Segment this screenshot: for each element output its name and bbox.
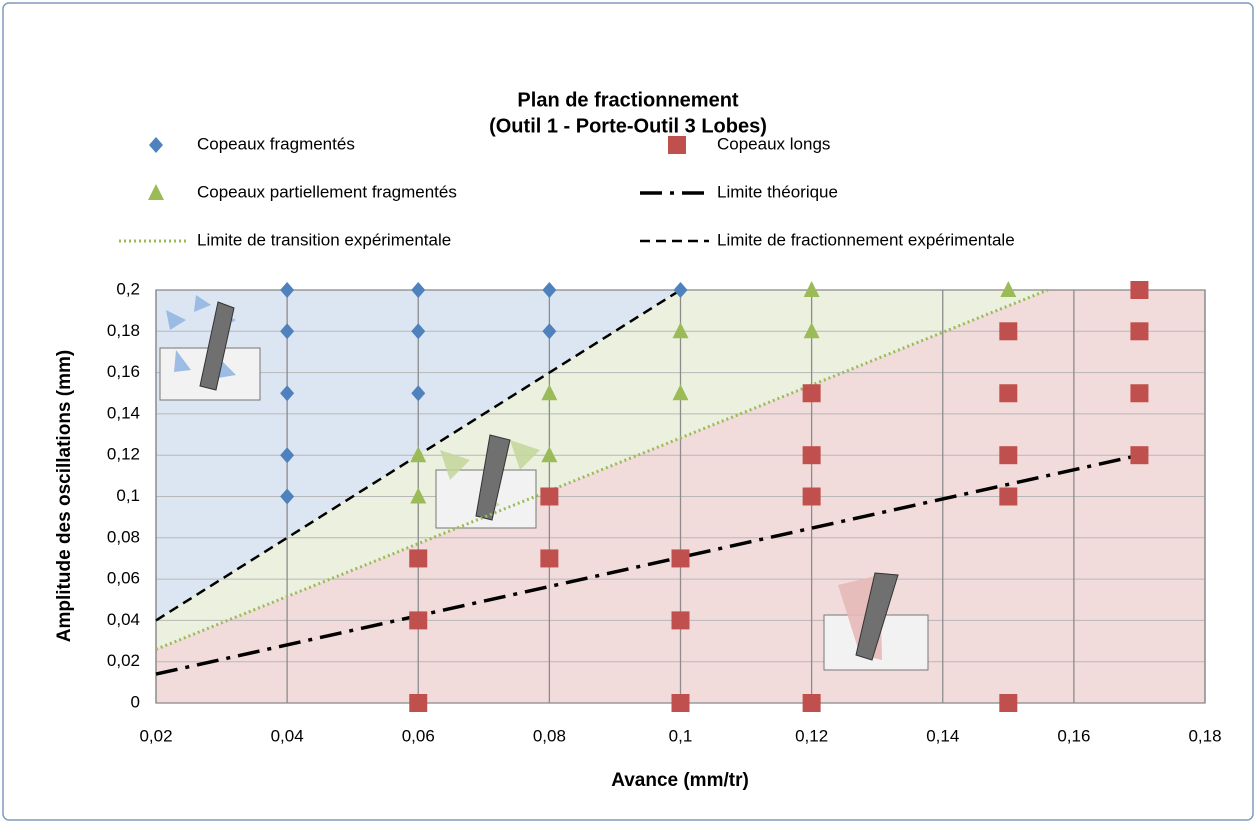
marker-square: [802, 446, 821, 465]
legend-item: Limite de fractionnement expérimentale: [640, 230, 1015, 249]
chart-title: Plan de fractionnement: [517, 89, 738, 111]
y-tick-label: 0,08: [107, 527, 140, 546]
marker-diamond: [542, 323, 557, 340]
marker-square: [999, 487, 1018, 506]
marker-diamond: [673, 282, 688, 298]
marker-square: [668, 136, 686, 154]
x-tick-label: 0,08: [533, 726, 566, 745]
y-tick-label: 0,12: [107, 445, 140, 464]
x-tick-label: 0,06: [402, 726, 435, 745]
x-tick-label: 0,1: [669, 726, 693, 745]
legend-label: Copeaux fragmentés: [197, 134, 355, 153]
x-tick-label: 0,04: [271, 726, 304, 745]
x-tick-label: 0,14: [926, 726, 959, 745]
icon-partial: [435, 434, 540, 529]
x-tick-label: 0,12: [795, 726, 828, 745]
marker-triangle: [803, 281, 820, 297]
limit-line: [155, 288, 1049, 651]
x-tick-label: 0,02: [139, 726, 172, 745]
marker-diamond: [280, 488, 295, 505]
x-tick-label: 0,16: [1057, 726, 1090, 745]
marker-square: [802, 487, 821, 506]
marker-diamond: [280, 282, 295, 298]
legend-item: Copeaux fragmentés: [149, 134, 355, 153]
y-tick-label: 0,16: [107, 362, 140, 381]
marker-diamond: [411, 282, 426, 298]
marker-square: [999, 322, 1018, 341]
marker-square: [1130, 281, 1149, 299]
legend-item: Limite théorique: [640, 182, 838, 201]
marker-triangle: [672, 384, 689, 401]
y-tick-label: 0,06: [107, 569, 140, 588]
x-axis-label: Avance (mm/tr): [611, 770, 749, 791]
icons: [159, 295, 929, 671]
marker-square: [1130, 322, 1149, 341]
y-tick-label: 0,18: [107, 321, 140, 340]
marker-triangle: [410, 446, 427, 463]
marker-square: [1130, 384, 1149, 403]
chart-subtitle: (Outil 1 - Porte-Outil 3 Lobes): [489, 115, 767, 137]
marker-triangle: [410, 487, 427, 504]
legend-label: Copeaux partiellement fragmentés: [197, 182, 457, 201]
legend-label: Limite de transition expérimentale: [197, 230, 451, 249]
legend-item: Limite de transition expérimentale: [119, 230, 451, 249]
marker-square: [409, 611, 428, 630]
marker-diamond: [280, 385, 295, 402]
marker-diamond: [542, 282, 557, 298]
legend-label: Copeaux longs: [717, 134, 830, 153]
marker-triangle: [148, 184, 164, 200]
y-tick-label: 0,2: [116, 279, 140, 298]
marker-square: [671, 694, 690, 712]
marker-square: [802, 694, 821, 712]
icon-fragmented: [159, 295, 261, 401]
marker-triangle: [672, 322, 689, 339]
y-tick-label: 0,14: [107, 403, 140, 422]
marker-square: [999, 446, 1018, 465]
marker-triangle: [1000, 281, 1017, 297]
marker-square: [409, 549, 428, 568]
legend-label: Limite de fractionnement expérimentale: [717, 230, 1015, 249]
x-tick-label: 0,18: [1188, 726, 1221, 745]
y-tick-label: 0: [131, 692, 140, 711]
marker-diamond: [280, 323, 295, 340]
y-tick-label: 0,02: [107, 651, 140, 670]
y-tick-label: 0,1: [116, 486, 140, 505]
legend-item: Copeaux longs: [668, 134, 830, 154]
y-axis-label: Amplitude des oscillations (mm): [54, 350, 75, 642]
marker-square: [999, 384, 1018, 403]
marker-triangle: [541, 446, 558, 463]
marker-square: [802, 384, 821, 403]
legend-item: Copeaux partiellement fragmentés: [148, 182, 457, 201]
marker-diamond: [411, 385, 426, 402]
marker-diamond: [280, 447, 295, 464]
marker-square: [540, 487, 559, 506]
y-tick-label: 0,04: [107, 610, 140, 629]
marker-square: [1130, 446, 1149, 465]
marker-diamond: [411, 323, 426, 340]
marker-square: [671, 611, 690, 630]
marker-square: [540, 549, 559, 568]
marker-square: [999, 694, 1018, 712]
legend-label: Limite théorique: [717, 182, 838, 201]
marker-square: [409, 694, 428, 712]
marker-triangle: [541, 384, 558, 401]
plot: [155, 281, 1149, 712]
marker-triangle: [803, 322, 820, 339]
icon-long: [823, 572, 929, 671]
marker-diamond: [149, 137, 163, 153]
marker-square: [671, 549, 690, 568]
